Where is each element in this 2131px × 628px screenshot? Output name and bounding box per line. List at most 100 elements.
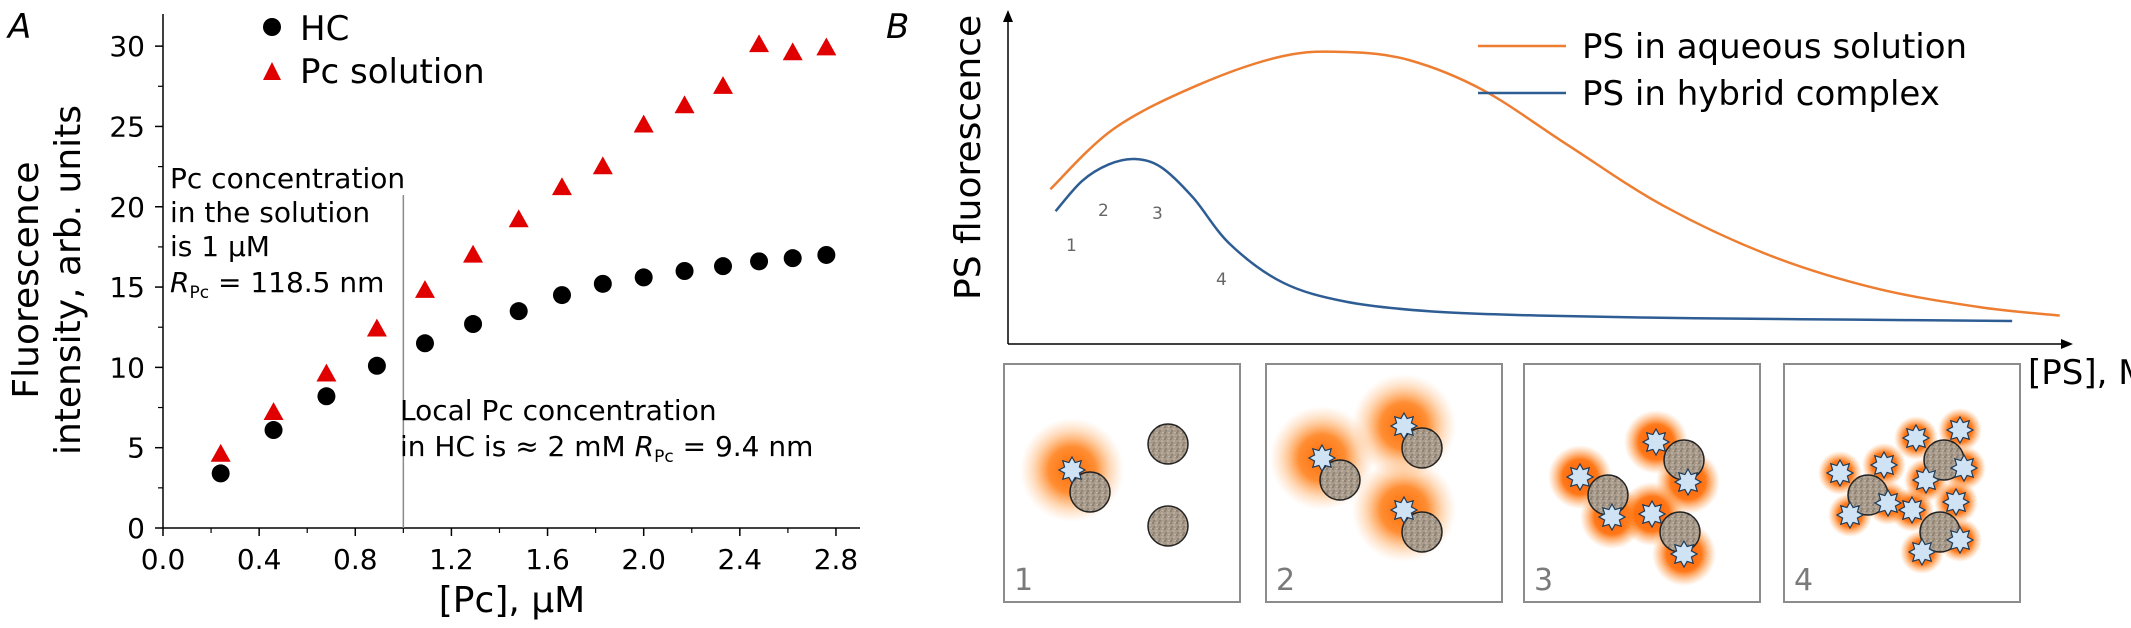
curve-aqueous-solution: [1049, 50, 2060, 317]
annotation-hybrid: Local Pc concentration in HC is ≈ 2 mM R…: [400, 394, 813, 467]
r-value-hc: = 9.4 nm: [674, 430, 814, 463]
ps-molecule: [1307, 443, 1337, 473]
hc-data-point: [634, 268, 653, 287]
nanoparticle: [1319, 459, 1361, 501]
x-tick-label: 1.6: [525, 543, 570, 576]
nanoparticle: [1401, 511, 1443, 553]
hc-data-point: [264, 421, 283, 440]
pc-solution-data-point: [713, 76, 734, 94]
x-tick-label: 2.0: [621, 543, 666, 576]
ps-molecule: [1825, 458, 1855, 488]
y-tick-label: 30: [109, 30, 145, 63]
hc-data-point: [593, 274, 612, 293]
ps-molecule: [1945, 525, 1975, 555]
ps-molecule: [1901, 423, 1931, 453]
pc-solution-data-point: [316, 363, 337, 382]
curve-label-4: 4: [1216, 270, 1227, 290]
schematic-step-label: 4: [1794, 563, 1813, 598]
pc-solution-data-point: [263, 402, 284, 420]
pc-solution-data-point: [210, 443, 231, 462]
ps-molecule: [1869, 450, 1899, 480]
y-tick-label: 25: [109, 110, 145, 143]
x-tick-label: 2.4: [718, 543, 763, 576]
curve-label-2: 2: [1098, 201, 1109, 221]
ps-molecule: [1911, 465, 1941, 495]
nanoparticle: [1147, 423, 1189, 465]
panel-a-letter: A: [6, 7, 31, 47]
ps-molecule: [1673, 467, 1703, 497]
hc-data-point: [464, 315, 483, 334]
nanoparticle: [1069, 471, 1111, 513]
x-tick-label: 0.8: [333, 543, 378, 576]
legend-label-hybrid: PS in hybrid complex: [1582, 74, 1940, 114]
ps-molecule: [1389, 495, 1419, 525]
ps-molecule: [1669, 539, 1699, 569]
ps-molecule: [1945, 415, 1975, 445]
ps-molecule: [1641, 427, 1671, 457]
pc-solution-data-point: [551, 177, 572, 196]
schematic-step-4: 4: [1783, 363, 2021, 603]
legend-label-pc-solution: Pc solution: [300, 52, 485, 92]
hc-data-point: [552, 286, 571, 305]
y-axis-title: Fluorescence intensity, arb. units: [6, 105, 89, 455]
x-tick-label: 1.2: [429, 543, 474, 576]
hc-data-point: [317, 387, 336, 406]
pc-solution-data-point: [508, 209, 529, 228]
pc-solution-data-point: [414, 280, 435, 298]
panel-a-legend: HC Pc solution: [263, 9, 485, 92]
r-subscript-hc: Pc: [654, 447, 674, 467]
ps-molecule: [1565, 462, 1595, 492]
nanoparticle: [1401, 427, 1443, 469]
b-x-axis-arrow: [2061, 339, 2073, 349]
hc-data-point: [750, 252, 769, 271]
schematic-step-label: 2: [1276, 563, 1295, 598]
pc-solution-data-point: [816, 37, 837, 56]
ps-molecule: [1637, 499, 1667, 529]
x-axis-title: [Pc], μM: [439, 580, 585, 621]
schematic-frame: [1783, 363, 2021, 603]
panel-b-schematic: 1 2 3 4: [1003, 363, 2021, 603]
pc-solution-data-point: [366, 318, 387, 337]
annotation-solution: Pc concentration in the solution is 1 μM…: [170, 162, 405, 303]
ps-molecule: [1835, 500, 1865, 530]
ps-molecule: [1873, 488, 1903, 518]
y-tick-label: 20: [109, 191, 145, 224]
schematic-step-3: 3: [1523, 363, 1761, 603]
nanoparticle: [1147, 505, 1189, 547]
pc-solution-data-point: [782, 42, 803, 61]
hc-data-point: [817, 245, 836, 264]
panel-b-curves: [1049, 50, 2060, 323]
legend-marker-hc: [263, 18, 281, 36]
y-tick-label: 5: [127, 432, 145, 465]
panel-b: B PS fluorescence [PS], M 1 2 3 4 PS in …: [886, 7, 2131, 603]
y-tick-label: 15: [109, 271, 145, 304]
panel-a-ticks: 0.0 0.4 0.8 1.2 1.6 2.0 2.4 2.8 0 5 10 15 20 25 30: [109, 30, 858, 576]
y-tick-label: 0: [127, 512, 145, 545]
ps-molecule: [1941, 487, 1971, 517]
legend-marker-pc-solution: [263, 62, 281, 80]
x-tick-label: 2.8: [814, 543, 859, 576]
ps-molecule: [1057, 455, 1087, 485]
schematic-step-label: 3: [1534, 563, 1553, 598]
annotation-hybrid-text: in HC is ≈ 2 mM: [400, 430, 635, 463]
annotation-solution-line1: Pc concentration: [170, 162, 405, 195]
hc-data-point: [714, 257, 733, 276]
legend-label-aqueous: PS in aqueous solution: [1582, 27, 1967, 67]
panel-a-data-points: [210, 34, 837, 483]
hc-data-point: [415, 334, 434, 353]
r-symbol: R: [170, 266, 189, 299]
curve-label-1: 1: [1066, 236, 1077, 256]
panel-a-axes: 0.0 0.4 0.8 1.2 1.6 2.0 2.4 2.8 0 5 10 15 20 25 30: [109, 14, 860, 576]
b-y-axis-title: PS fluorescence: [948, 15, 989, 300]
schematic-step-2: 2: [1265, 363, 1503, 603]
schematic-step-label: 1: [1014, 563, 1033, 598]
pc-solution-data-point: [463, 244, 484, 263]
pc-solution-data-point: [674, 95, 695, 114]
legend-label-hc: HC: [300, 9, 349, 49]
curve-label-3: 3: [1152, 204, 1163, 224]
pc-solution-data-point: [592, 156, 613, 175]
ps-molecule: [1389, 411, 1419, 441]
pc-solution-data-point: [749, 34, 770, 53]
hc-data-point: [675, 262, 694, 280]
